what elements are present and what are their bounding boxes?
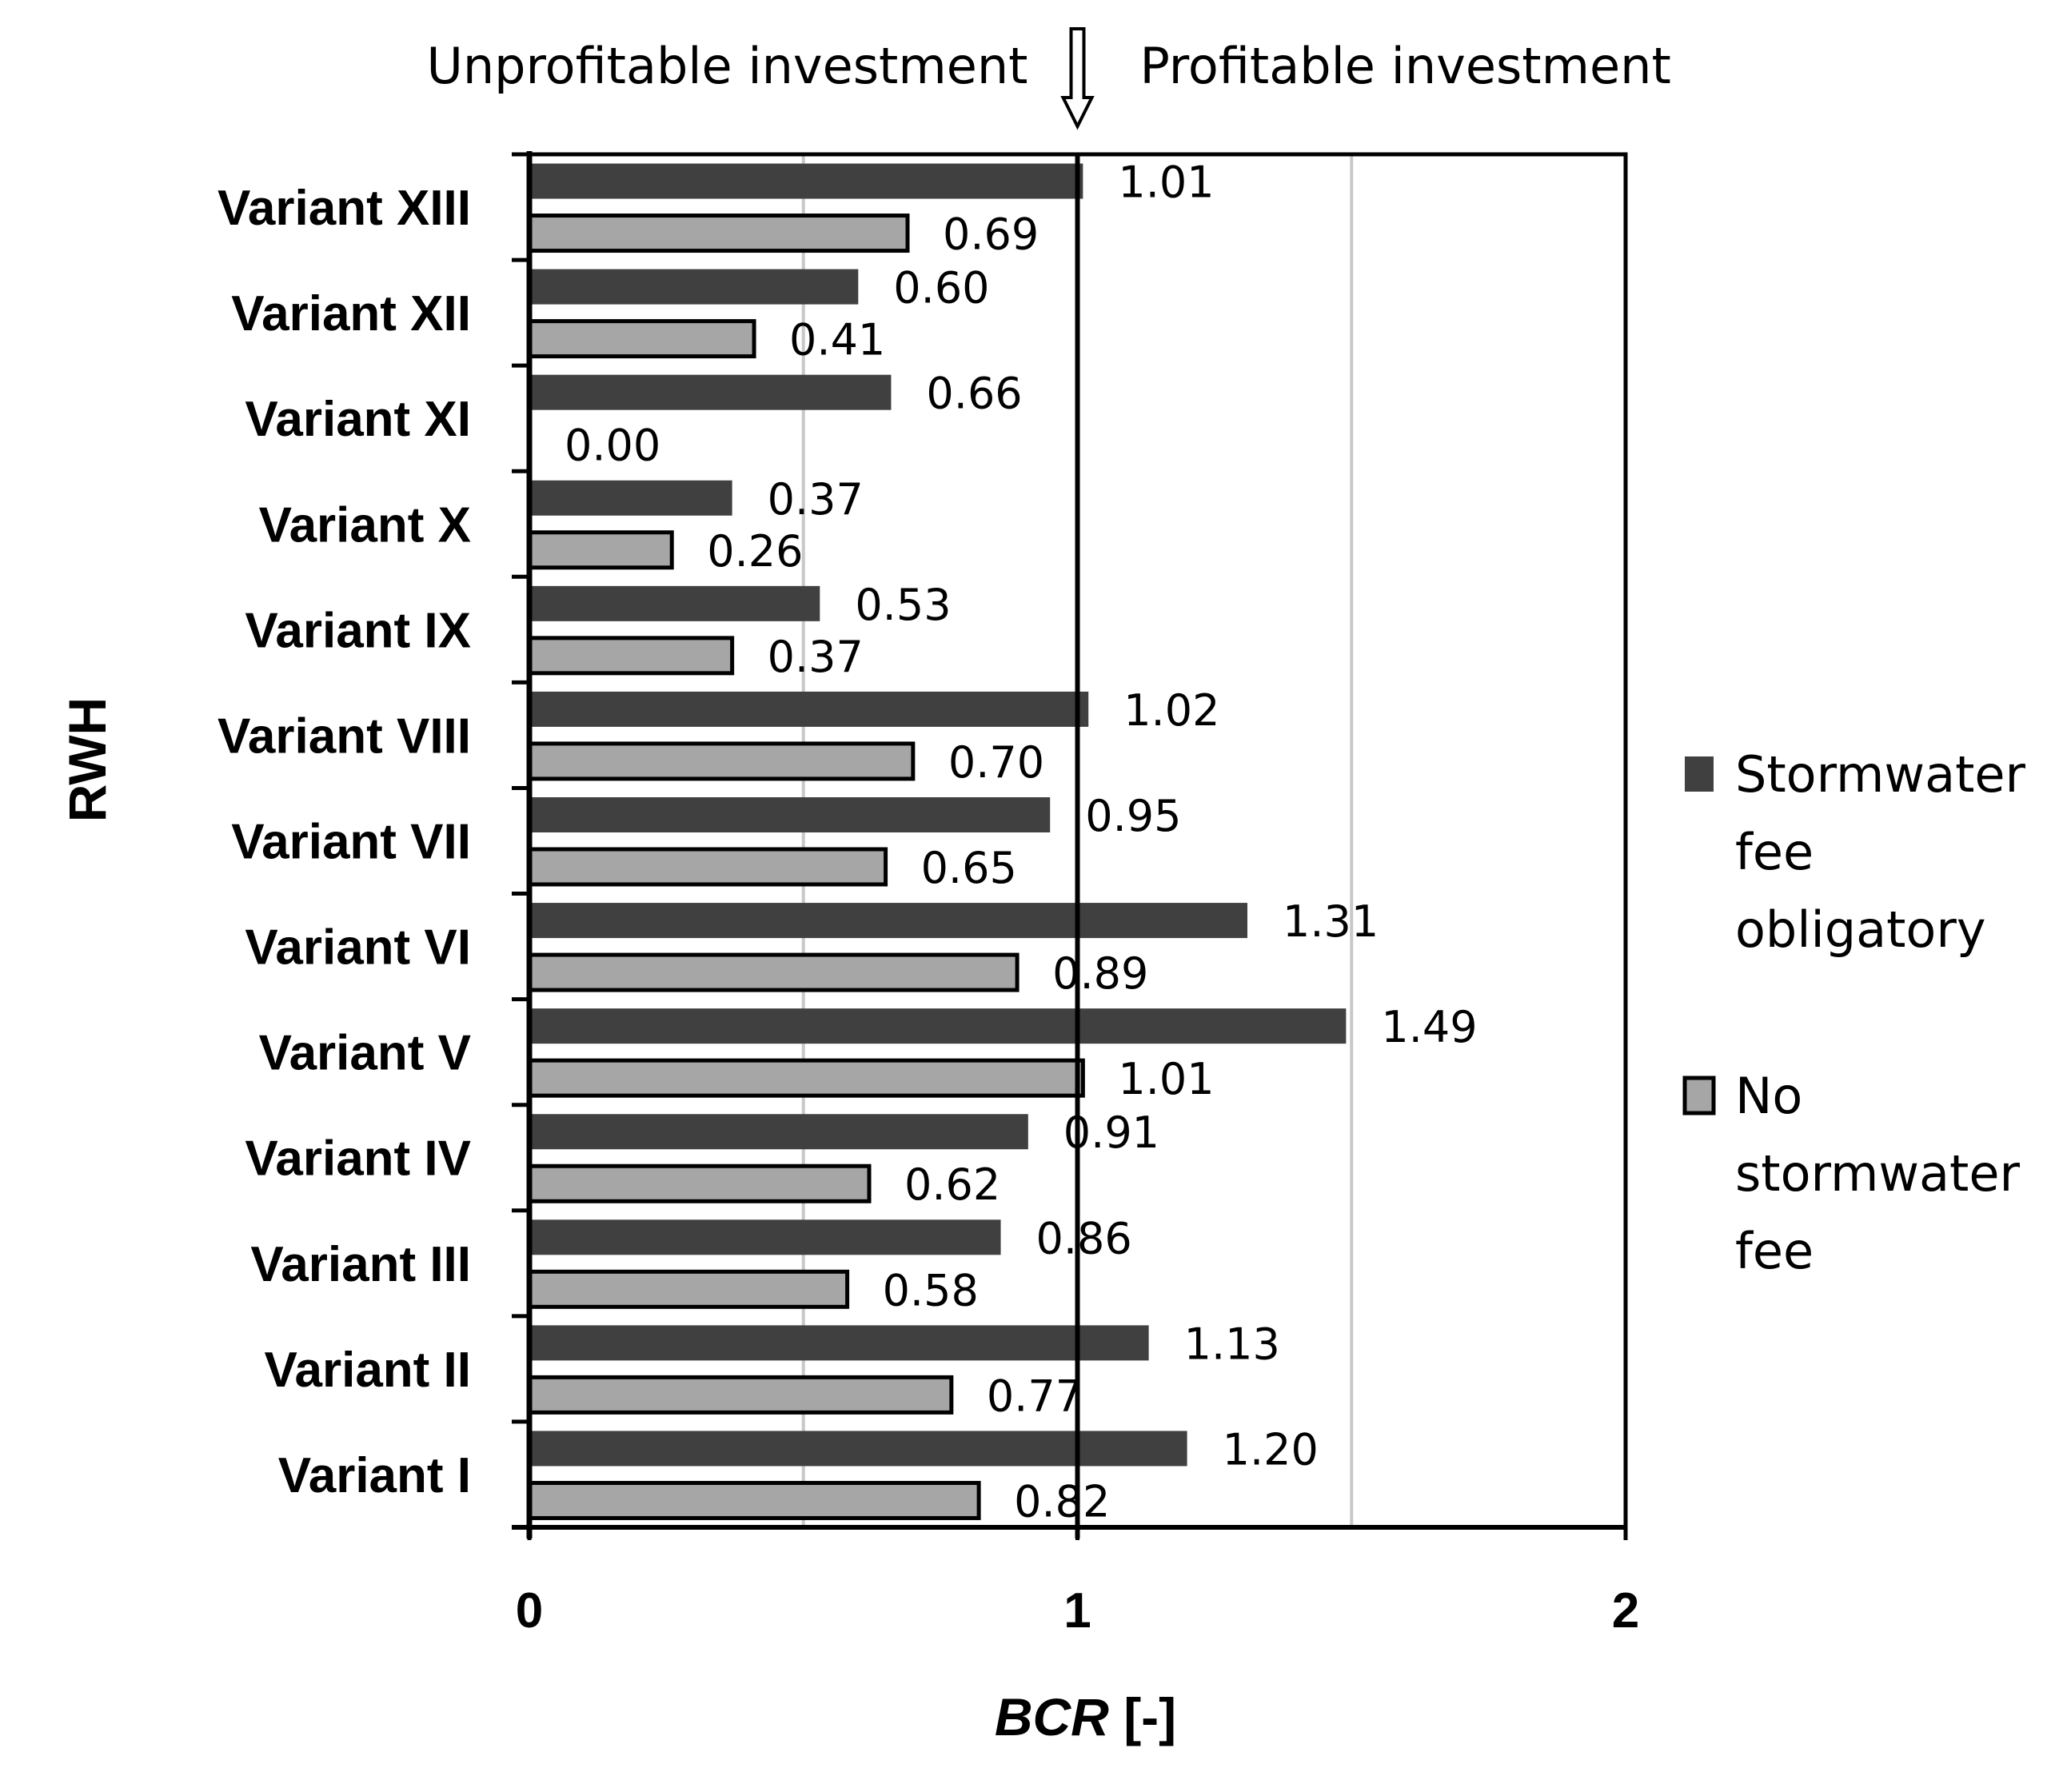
data-label-fee-10: 0.86 bbox=[1036, 1213, 1132, 1263]
x-tick-label-0: 0 bbox=[516, 1583, 543, 1638]
bar-fee-0 bbox=[529, 163, 1083, 199]
legend-text-fee-1: fee bbox=[1735, 823, 1814, 881]
data-label-fee-8: 1.49 bbox=[1381, 1002, 1477, 1052]
category-label-0: Variant XIII bbox=[217, 181, 471, 236]
category-label-8: Variant V bbox=[259, 1026, 471, 1081]
y-axis-title: RWH bbox=[58, 697, 117, 822]
data-label-fee-0: 1.01 bbox=[1118, 158, 1214, 208]
category-label-5: Variant VIII bbox=[217, 708, 471, 764]
axes bbox=[512, 151, 1628, 1540]
annotations: Unprofitable investment Profitable invest… bbox=[427, 27, 1671, 130]
data-label-nofee-4: 0.37 bbox=[768, 632, 864, 682]
legend-text-nofee-2: fee bbox=[1735, 1222, 1814, 1280]
data-label-nofee-0: 0.69 bbox=[943, 210, 1039, 260]
data-label-nofee-9: 0.62 bbox=[904, 1159, 1000, 1210]
data-label-nofee-3: 0.26 bbox=[707, 526, 803, 577]
bar-fee-12 bbox=[529, 1431, 1187, 1467]
bar-fee-6 bbox=[529, 797, 1051, 832]
data-label-fee-11: 1.13 bbox=[1184, 1319, 1280, 1369]
bar-fee-11 bbox=[529, 1325, 1149, 1361]
bar-fee-8 bbox=[529, 1008, 1347, 1044]
data-label-fee-12: 1.20 bbox=[1223, 1424, 1319, 1475]
category-label-11: Variant II bbox=[265, 1343, 471, 1398]
data-label-nofee-12: 0.82 bbox=[1014, 1476, 1110, 1527]
bar-fee-7 bbox=[529, 903, 1248, 939]
x-axis-title-rest: [-] bbox=[1109, 1687, 1176, 1746]
data-label-fee-5: 1.02 bbox=[1123, 685, 1219, 736]
data-label-nofee-7: 0.89 bbox=[1052, 948, 1148, 999]
data-label-nofee-11: 0.77 bbox=[987, 1371, 1083, 1421]
legend-text-nofee-0: No bbox=[1735, 1067, 1802, 1125]
down-arrow-icon bbox=[1060, 27, 1095, 130]
bar-nofee-4 bbox=[527, 636, 735, 676]
data-label-fee-2: 0.66 bbox=[926, 369, 1022, 419]
bars bbox=[527, 163, 1347, 1520]
category-label-6: Variant VII bbox=[231, 815, 471, 870]
legend-swatch-fee bbox=[1685, 756, 1714, 792]
category-label-3: Variant X bbox=[259, 497, 471, 553]
bar-fee-5 bbox=[529, 691, 1089, 727]
annotation-profitable: Profitable investment bbox=[1140, 37, 1671, 95]
labels: 1.01 0.69 Variant XIII 0.600.41 Variant XII 0… bbox=[58, 158, 1639, 1746]
data-label-fee-1: 0.60 bbox=[893, 263, 989, 313]
bar-nofee-9 bbox=[527, 1163, 872, 1203]
data-label-nofee-8: 1.01 bbox=[1118, 1054, 1214, 1104]
bar-nofee-8 bbox=[527, 1058, 1085, 1098]
legend-text-fee-0: Stormwater bbox=[1735, 745, 2026, 804]
bar-nofee-10 bbox=[527, 1269, 850, 1309]
legend-text-fee-2: obligatory bbox=[1735, 900, 1986, 959]
legend-text-nofee-1: stormwater bbox=[1735, 1144, 2020, 1203]
x-axis-title: BCR [-] bbox=[995, 1687, 1176, 1746]
data-label-fee-9: 0.91 bbox=[1063, 1108, 1159, 1158]
data-label-nofee-2: 0.00 bbox=[565, 421, 660, 471]
bar-nofee-3 bbox=[527, 530, 674, 570]
category-label-1: Variant XII bbox=[231, 286, 471, 341]
bar-fee-2 bbox=[529, 374, 892, 410]
bar-nofee-7 bbox=[527, 952, 1020, 992]
bar-fee-9 bbox=[529, 1114, 1028, 1150]
bar-nofee-6 bbox=[527, 847, 888, 887]
category-label-2: Variant XI bbox=[245, 392, 471, 447]
bar-nofee-0 bbox=[527, 214, 910, 253]
category-label-7: Variant VI bbox=[245, 920, 471, 976]
data-label-nofee-6: 0.65 bbox=[921, 843, 1017, 893]
data-label-fee-3: 0.37 bbox=[768, 474, 864, 525]
category-label-9: Variant IV bbox=[245, 1131, 471, 1187]
bar-nofee-11 bbox=[527, 1375, 954, 1415]
bar-fee-1 bbox=[529, 269, 859, 305]
bar-fee-4 bbox=[529, 585, 820, 621]
data-label-nofee-5: 0.70 bbox=[948, 737, 1044, 788]
data-label-nofee-1: 0.41 bbox=[789, 315, 885, 365]
bar-nofee-5 bbox=[527, 741, 916, 781]
category-label-4: Variant IX bbox=[245, 603, 471, 658]
data-label-fee-4: 0.53 bbox=[855, 580, 951, 630]
bar-nofee-1 bbox=[527, 319, 756, 359]
legend-swatch-nofee bbox=[1682, 1076, 1716, 1116]
x-tick-label-2: 2 bbox=[1612, 1583, 1639, 1638]
annotation-unprofitable: Unprofitable investment bbox=[427, 37, 1028, 95]
data-label-fee-6: 0.95 bbox=[1085, 791, 1181, 841]
bar-nofee-12 bbox=[527, 1480, 981, 1520]
x-axis-title-italic: BCR bbox=[995, 1687, 1109, 1746]
category-label-10: Variant III bbox=[250, 1237, 471, 1292]
data-label-fee-7: 1.31 bbox=[1283, 896, 1379, 947]
x-tick-label-1: 1 bbox=[1063, 1583, 1091, 1638]
legend: Stormwater fee obligatory No stormwater fee bbox=[1682, 745, 2026, 1280]
bar-fee-10 bbox=[529, 1219, 1001, 1255]
data-label-nofee-10: 0.58 bbox=[883, 1265, 979, 1315]
bar-fee-3 bbox=[529, 480, 732, 516]
category-label-12: Variant I bbox=[278, 1448, 471, 1503]
